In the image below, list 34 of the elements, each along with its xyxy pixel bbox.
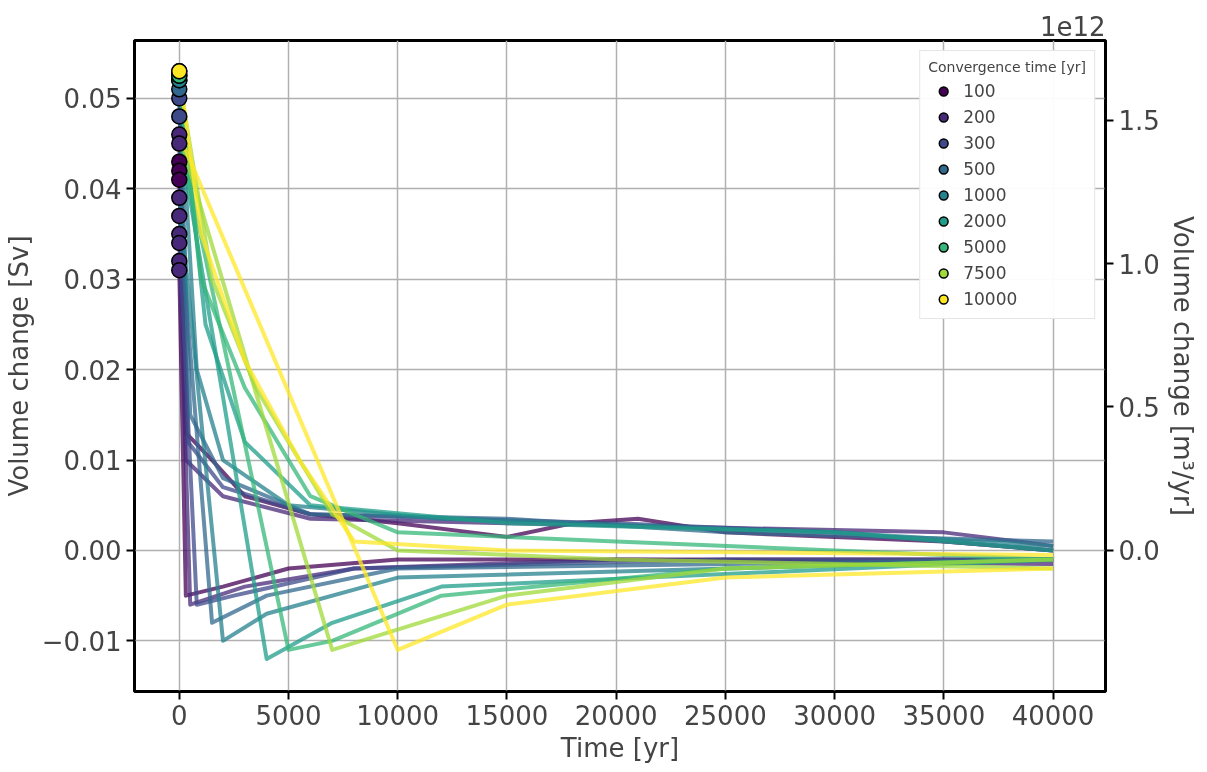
legend-label: 2000 [963, 210, 1007, 232]
annotation: 1e12 [1039, 11, 1106, 42]
legend-label: 300 [963, 132, 996, 154]
x-tick-label: 25000 [684, 700, 767, 731]
legend-label: 10000 [963, 288, 1018, 310]
y-tick-label: 0.04 [63, 174, 122, 205]
legend-label: 200 [963, 106, 996, 128]
legend-label: 100 [963, 80, 996, 102]
y-tick-label: 0.02 [63, 355, 122, 386]
y2-axis-title: Volume change [m³/yr] [1167, 216, 1198, 516]
x-tick-label: 35000 [902, 700, 986, 731]
y2-tick-label: 0.5 [1118, 392, 1160, 423]
legend-label: 500 [963, 158, 996, 180]
y-axis-title: Volume change [Sv] [3, 235, 34, 497]
legend-label: 7500 [963, 262, 1007, 284]
x-axis-title: Time [yr] [559, 732, 680, 763]
x-tick-label: 20000 [574, 700, 658, 731]
x-tick-label: 15000 [465, 700, 549, 731]
x-tick-label: 40000 [1011, 700, 1095, 731]
y-tick-label: 0.01 [63, 446, 122, 477]
legend-title: Convergence time [yr] [928, 59, 1086, 75]
legend-label: 1000 [963, 184, 1007, 206]
y-tick-label: 0.05 [63, 84, 122, 115]
y-tick-label: 0.03 [63, 265, 122, 296]
x-tick-label: 5000 [255, 700, 322, 731]
y2-tick-label: 1.5 [1118, 106, 1160, 137]
y-tick-label: −0.01 [41, 626, 122, 657]
x-tick-label: 30000 [793, 700, 876, 731]
y2-tick-label: 1.0 [1118, 249, 1160, 280]
legend-label: 5000 [963, 236, 1007, 258]
x-tick-label: 0 [171, 700, 188, 731]
x-tick-label: 10000 [356, 700, 440, 731]
y2-tick-label: 0.0 [1118, 536, 1160, 567]
y-tick-label: 0.00 [63, 536, 122, 567]
